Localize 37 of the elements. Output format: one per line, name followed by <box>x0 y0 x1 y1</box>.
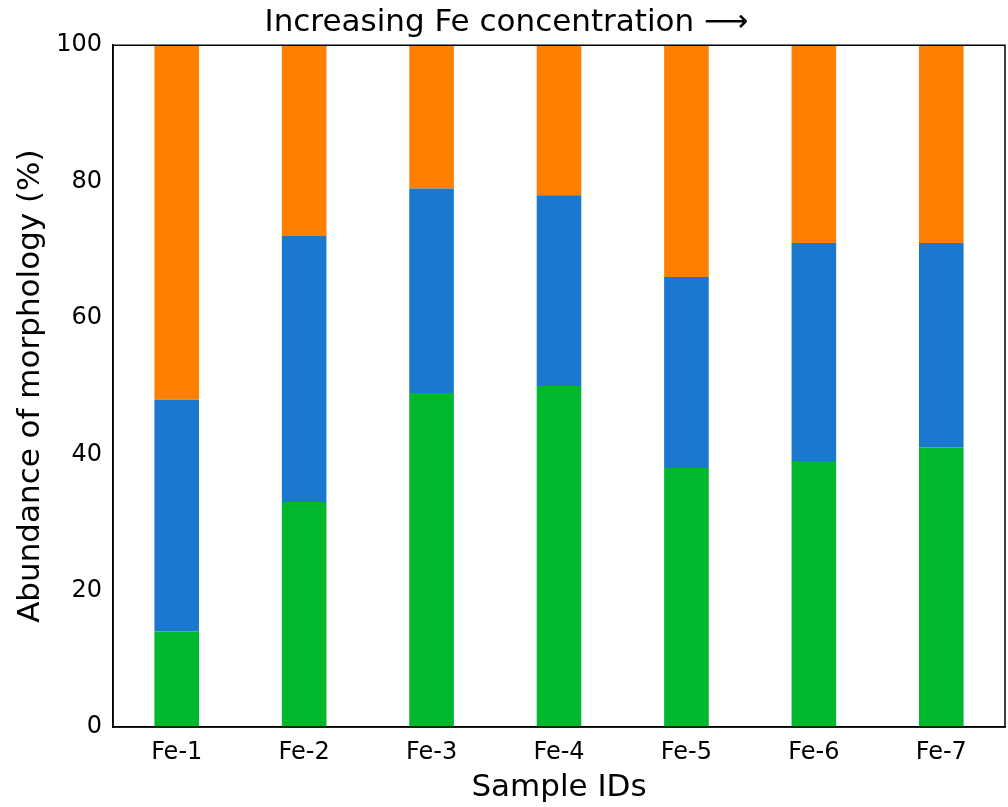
bar <box>536 386 582 727</box>
bar <box>409 392 454 727</box>
bar <box>536 45 582 196</box>
x-tick-label: Fe-5 <box>660 736 713 765</box>
x-tick-label: Fe-1 <box>151 736 203 765</box>
x-tick-label: Fe-4 <box>533 736 585 765</box>
bar <box>154 45 200 400</box>
bar <box>154 631 200 727</box>
bar <box>664 277 709 468</box>
x-tick-label: Fe-7 <box>915 736 967 765</box>
bar <box>281 502 327 727</box>
y-tick-label: 0 <box>86 711 103 740</box>
bar <box>791 242 837 462</box>
bar <box>536 195 582 387</box>
bar <box>281 236 327 503</box>
x-tick-label: Fe-2 <box>278 736 330 765</box>
bar <box>918 242 964 448</box>
bar <box>918 45 964 243</box>
y-tick-label: 20 <box>71 574 103 603</box>
y-axis-title: Abundance of morphology (%) <box>9 149 46 623</box>
chart-title: Increasing Fe concentration ⟶ <box>264 1 749 38</box>
bar <box>154 399 200 632</box>
x-tick-label: Fe-3 <box>405 736 458 765</box>
y-tick-label: 40 <box>71 438 103 467</box>
bar <box>918 447 964 727</box>
bar <box>409 188 454 393</box>
y-tick-label: 80 <box>71 165 103 194</box>
bar <box>664 45 709 278</box>
bar <box>791 45 837 243</box>
bar <box>409 45 454 189</box>
bar <box>281 45 327 237</box>
y-tick-label: 60 <box>71 302 103 331</box>
y-tick-label: 100 <box>56 29 103 58</box>
bar <box>791 461 837 727</box>
x-tick-label: Fe-6 <box>788 736 840 765</box>
x-axis-title: Sample IDs <box>471 767 647 804</box>
bar <box>664 467 709 727</box>
